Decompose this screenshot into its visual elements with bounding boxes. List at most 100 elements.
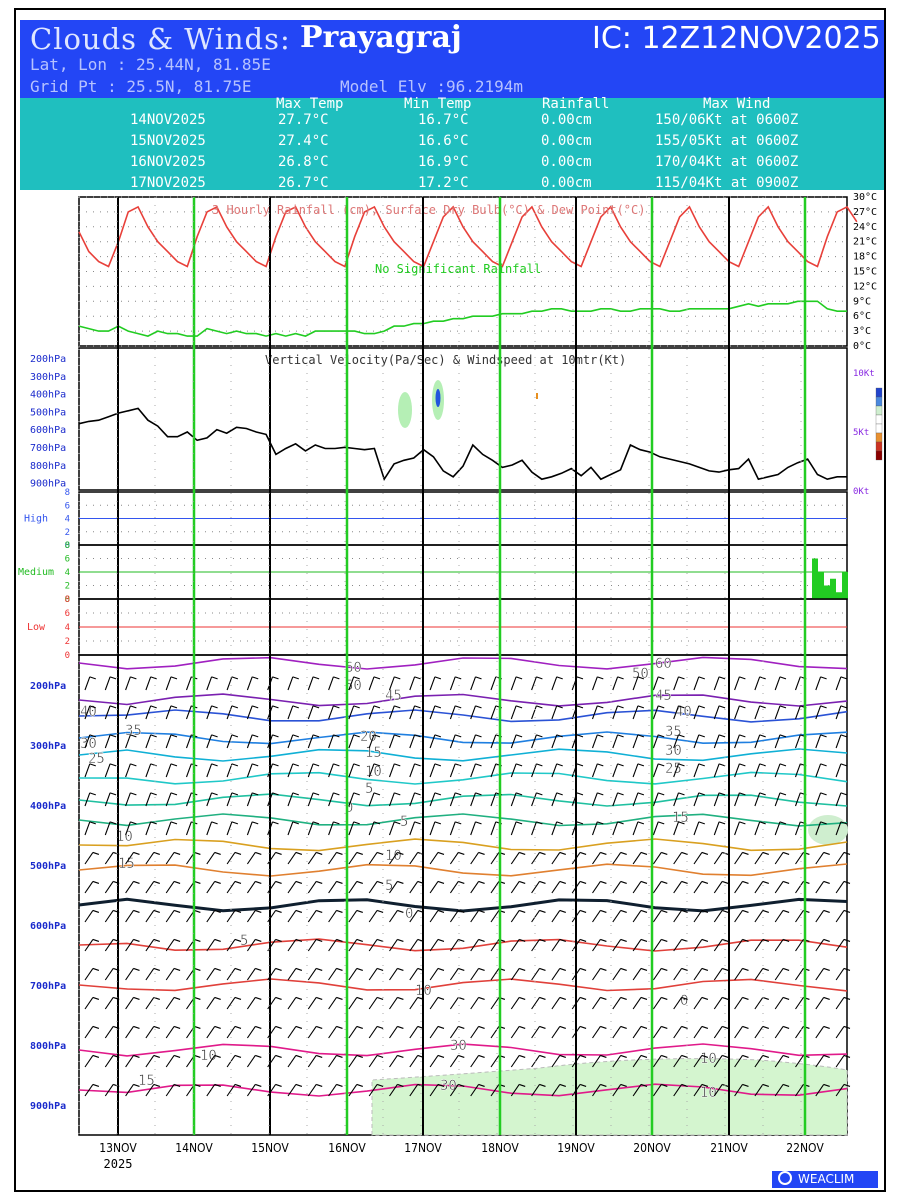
wind-barb bbox=[348, 705, 355, 720]
wind-barb bbox=[774, 763, 781, 778]
xsection-pressure-label: 300hPa bbox=[30, 741, 66, 752]
wind-barb-flag bbox=[353, 705, 360, 709]
wind-barb-flag bbox=[782, 880, 790, 884]
wind-barb-flag bbox=[661, 909, 668, 913]
wind-barb-flag bbox=[194, 967, 201, 971]
wind-barb-flag bbox=[597, 821, 604, 825]
wind-barb-flag bbox=[475, 676, 482, 680]
wind-barb-flag bbox=[394, 763, 401, 767]
wind-barb-flag bbox=[620, 851, 627, 855]
wind-barb bbox=[612, 705, 619, 720]
cloud-panel-label: Medium bbox=[18, 567, 54, 578]
temp-tick-label: 12°C bbox=[853, 281, 877, 292]
wind-barb bbox=[795, 939, 804, 952]
wind-barb bbox=[165, 939, 175, 952]
wind-barb bbox=[348, 910, 358, 923]
wind-barb bbox=[470, 821, 477, 836]
wind-barb-flag bbox=[742, 909, 749, 913]
wind-barb-flag bbox=[373, 821, 381, 825]
x-axis-day-label: 16NOV bbox=[328, 1141, 366, 1155]
wind-barb-flag bbox=[434, 792, 442, 796]
wind-barb-flag bbox=[478, 967, 485, 971]
wind-barb-flag bbox=[823, 967, 830, 971]
wind-barb-flag bbox=[234, 909, 242, 913]
wind-barb bbox=[145, 763, 152, 778]
wind-barb bbox=[632, 1026, 642, 1039]
wind-barb bbox=[551, 792, 558, 807]
wind-barb-flag bbox=[762, 880, 769, 884]
wind-barb-flag bbox=[678, 792, 685, 796]
wind-barb bbox=[774, 1055, 784, 1068]
wind-barb bbox=[389, 1084, 398, 1097]
header-title: Clouds & Winds: bbox=[30, 22, 291, 56]
wind-barb bbox=[470, 676, 477, 691]
xsection-pressure-label: 200hPa bbox=[30, 681, 66, 692]
wind-barb-flag bbox=[356, 967, 363, 971]
wind-barb bbox=[84, 881, 94, 894]
wind-barb bbox=[246, 705, 253, 720]
wind-barb-flag bbox=[394, 734, 401, 738]
wind-barb-flag bbox=[661, 1054, 668, 1058]
wind-barb-flag bbox=[150, 821, 157, 825]
wind-barb bbox=[470, 939, 480, 952]
wind-barb bbox=[551, 968, 561, 981]
wind-barb-flag bbox=[214, 880, 221, 884]
wind-barb-flag bbox=[718, 734, 726, 738]
wind-barb-flag bbox=[718, 792, 726, 796]
wind-barb-flag bbox=[353, 734, 360, 738]
contour-label: 60 bbox=[655, 656, 672, 672]
wind-barb-flag bbox=[559, 1083, 566, 1087]
wind-barb-flag bbox=[742, 1025, 749, 1029]
wind-barb-flag bbox=[336, 996, 343, 1000]
wind-barb bbox=[734, 968, 743, 981]
wind-barb-flag bbox=[437, 1054, 445, 1058]
wind-barb bbox=[449, 792, 456, 807]
wind-barb-flag bbox=[762, 1083, 769, 1087]
wind-barb bbox=[815, 1084, 825, 1097]
humidity-shading bbox=[371, 1058, 848, 1136]
temperature-contour bbox=[78, 838, 848, 852]
wind-barb-flag bbox=[295, 967, 303, 971]
wind-barb-flag bbox=[539, 996, 546, 1000]
wind-barb-flag bbox=[559, 938, 566, 942]
wind-barb-flag bbox=[600, 967, 607, 971]
wind-barb-flag bbox=[275, 938, 282, 942]
wind-barb-flag bbox=[739, 705, 746, 709]
wind-barb-flag bbox=[701, 967, 709, 971]
wind-barb-flag bbox=[539, 967, 546, 971]
wind-barb-flag bbox=[356, 1083, 363, 1087]
wind-barb-flag bbox=[255, 996, 262, 1000]
wind-barb-flag bbox=[478, 1054, 485, 1058]
wind-barb bbox=[246, 1084, 256, 1097]
wind-barb bbox=[713, 763, 720, 778]
wind-barb bbox=[815, 910, 825, 923]
wind-barb-flag bbox=[640, 1054, 648, 1058]
wind-barb bbox=[368, 881, 378, 894]
wind-barb-flag bbox=[458, 1054, 465, 1058]
wind-barb bbox=[388, 792, 395, 807]
wind-barb bbox=[815, 705, 822, 720]
wind-barb bbox=[145, 821, 152, 836]
wind-barb bbox=[449, 705, 456, 720]
wind-barb-flag bbox=[640, 938, 648, 942]
wind-barb bbox=[348, 1084, 358, 1097]
wind-barb bbox=[449, 968, 459, 981]
wind-barb bbox=[104, 997, 114, 1010]
row-date: 17NOV2025 bbox=[130, 175, 206, 191]
wind-barb-flag bbox=[576, 734, 584, 738]
contour-label: 5 bbox=[385, 878, 393, 894]
wind-barb-flag bbox=[722, 909, 729, 913]
temperature-contour bbox=[78, 897, 848, 913]
wind-barb bbox=[774, 852, 784, 865]
wind-barb bbox=[652, 910, 662, 923]
wind-barb bbox=[612, 968, 622, 981]
wind-barb bbox=[409, 1055, 419, 1068]
wind-barb bbox=[449, 997, 459, 1010]
wind-barb bbox=[125, 1026, 134, 1039]
wind-barb-flag bbox=[579, 1054, 587, 1058]
wind-barb bbox=[531, 1055, 540, 1068]
wind-barb bbox=[490, 997, 500, 1010]
vv-pressure-label: 500hPa bbox=[30, 407, 66, 418]
wind-barb bbox=[368, 792, 375, 807]
wind-barb bbox=[815, 997, 825, 1010]
